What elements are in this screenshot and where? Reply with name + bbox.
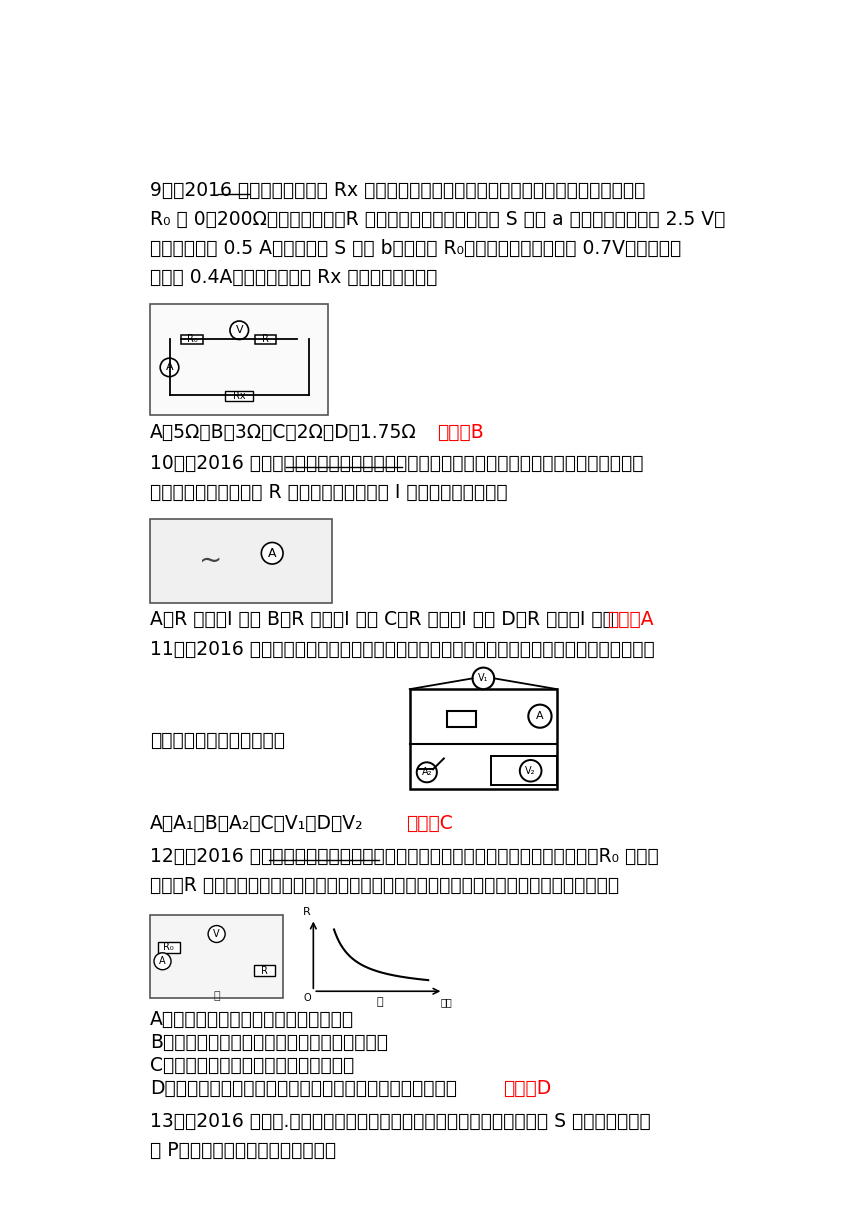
Text: 电流表读数为 0.5 A；再把开关 S 拨于 b，并调节 R₀，得到电压表读数减小 0.7V，电流表读: 电流表读数为 0.5 A；再把开关 S 拨于 b，并调节 R₀，得到电压表读数减… <box>150 240 681 258</box>
Text: 11．（2016 杭州）如图所示电路，当开关闭合时可以读出各电表的示数，当开关断开后，下列: 11．（2016 杭州）如图所示电路，当开关闭合时可以读出各电表的示数，当开关断… <box>150 641 654 659</box>
Text: 答案：B: 答案：B <box>437 423 483 443</box>
Text: R₀: R₀ <box>187 334 197 344</box>
Bar <box>150 304 329 416</box>
Bar <box>491 756 557 786</box>
Text: 电阻，R 为气敏电阻，其阻值随天然气浓度变化曲线如图乙所示，下列说法正确的是（　　）: 电阻，R 为气敏电阻，其阻值随天然气浓度变化曲线如图乙所示，下列说法正确的是（ … <box>150 876 619 895</box>
Text: V: V <box>236 325 243 336</box>
Circle shape <box>208 925 225 942</box>
Text: 浓度: 浓度 <box>440 997 452 1007</box>
Text: C．天然气浓度减小时，电流表示数变大: C．天然气浓度减小时，电流表示数变大 <box>150 1055 354 1075</box>
Bar <box>254 966 275 976</box>
Text: 片 P．下列说法中正确的是（　　）: 片 P．下列说法中正确的是（ ） <box>150 1141 336 1160</box>
Circle shape <box>154 953 171 969</box>
Text: 答案：C: 答案：C <box>406 815 452 833</box>
Circle shape <box>519 760 542 782</box>
Bar <box>409 689 557 789</box>
Circle shape <box>417 762 437 782</box>
Text: R: R <box>303 907 310 917</box>
Text: V₂: V₂ <box>525 766 536 776</box>
Bar <box>181 334 203 344</box>
Text: R: R <box>261 966 268 975</box>
Text: 10．（2016 钦州）如图所示的电路中，闭合开关，当滑动变阻器的滑片向左滑动时，滑动变: 10．（2016 钦州）如图所示的电路中，闭合开关，当滑动变阻器的滑片向左滑动时… <box>150 454 643 473</box>
Text: 数增加 0.4A．最后小红得到 Rx 的阻值为（　　）: 数增加 0.4A．最后小红得到 Rx 的阻值为（ ） <box>150 269 438 287</box>
Text: 12．（2016 营口）如图甲所示是一种检测天然气泄露的电路．电源电压恒定不变，R₀ 为定值: 12．（2016 营口）如图甲所示是一种检测天然气泄露的电路．电源电压恒定不变，… <box>150 846 659 866</box>
Text: D．天然气浓度减小时，电压表示数与电流表示数的比值不变: D．天然气浓度减小时，电压表示数与电流表示数的比值不变 <box>150 1079 458 1098</box>
Bar <box>158 942 180 953</box>
Text: A．5Ω　B．3Ω　C．2Ω　D．1.75Ω: A．5Ω B．3Ω C．2Ω D．1.75Ω <box>150 423 417 443</box>
Bar <box>150 916 283 998</box>
Text: A: A <box>159 956 166 967</box>
Circle shape <box>160 359 179 377</box>
Text: A．A₁　B．A₂　C．V₁　D．V₂: A．A₁ B．A₂ C．V₁ D．V₂ <box>150 815 364 833</box>
Text: Rx: Rx <box>233 392 246 401</box>
Text: V₁: V₁ <box>478 674 488 683</box>
Text: 电表示数不变的是（　　）: 电表示数不变的是（ ） <box>150 731 286 750</box>
Text: A₂: A₂ <box>421 767 432 777</box>
Text: ~: ~ <box>199 547 222 575</box>
Text: A: A <box>268 547 276 559</box>
Bar <box>255 334 276 344</box>
Text: R₀: R₀ <box>163 942 174 952</box>
Text: 9．（2016 绵阳）小红测电阻 Rx 的阻值，设计的电路如图所示，电源电压保持不变，其中: 9．（2016 绵阳）小红测电阻 Rx 的阻值，设计的电路如图所示，电源电压保持… <box>150 180 646 199</box>
Circle shape <box>230 321 249 339</box>
Circle shape <box>472 668 494 689</box>
Text: R: R <box>262 334 269 344</box>
Text: 13．（2016 丹东）.在如图所示的电路中，电源电压保持不变，闭合开关 S 后，向右移动滑: 13．（2016 丹东）.在如图所示的电路中，电源电压保持不变，闭合开关 S 后… <box>150 1111 651 1131</box>
Text: B．天然气浓度增大时，电路消耗的总功率变小: B．天然气浓度增大时，电路消耗的总功率变小 <box>150 1032 388 1052</box>
Text: R₀ 是 0～200Ω的滑动变阻器，R 是未知固定电阻．她把开关 S 拨于 a 时，电压表读数为 2.5 V，: R₀ 是 0～200Ω的滑动变阻器，R 是未知固定电阻．她把开关 S 拨于 a … <box>150 210 726 229</box>
Text: A．R 减小，I 增大 B．R 减小，I 减小 C．R 增大，I 增大 D．R 增大，I 减小: A．R 减小，I 增大 B．R 减小，I 减小 C．R 增大，I 增大 D．R … <box>150 609 614 629</box>
Text: O: O <box>304 992 311 1003</box>
Bar <box>225 390 253 401</box>
Text: 乙: 乙 <box>377 997 384 1007</box>
Bar <box>446 711 476 727</box>
Text: 答案：D: 答案：D <box>503 1079 551 1098</box>
Text: 甲: 甲 <box>213 991 220 1001</box>
Circle shape <box>261 542 283 564</box>
Text: V: V <box>213 929 220 939</box>
Circle shape <box>528 704 551 727</box>
Text: A．天然气浓度增大时，电压表示数变小: A．天然气浓度增大时，电压表示数变小 <box>150 1009 354 1029</box>
Text: A: A <box>166 362 174 372</box>
Bar <box>150 518 332 603</box>
Text: 阻器接入电路中的电阻 R 和通过电流表的电流 I 变化情况是（　　）: 阻器接入电路中的电阻 R 和通过电流表的电流 I 变化情况是（ ） <box>150 483 507 502</box>
Text: 答案：A: 答案：A <box>607 609 654 629</box>
Text: A: A <box>536 711 544 721</box>
